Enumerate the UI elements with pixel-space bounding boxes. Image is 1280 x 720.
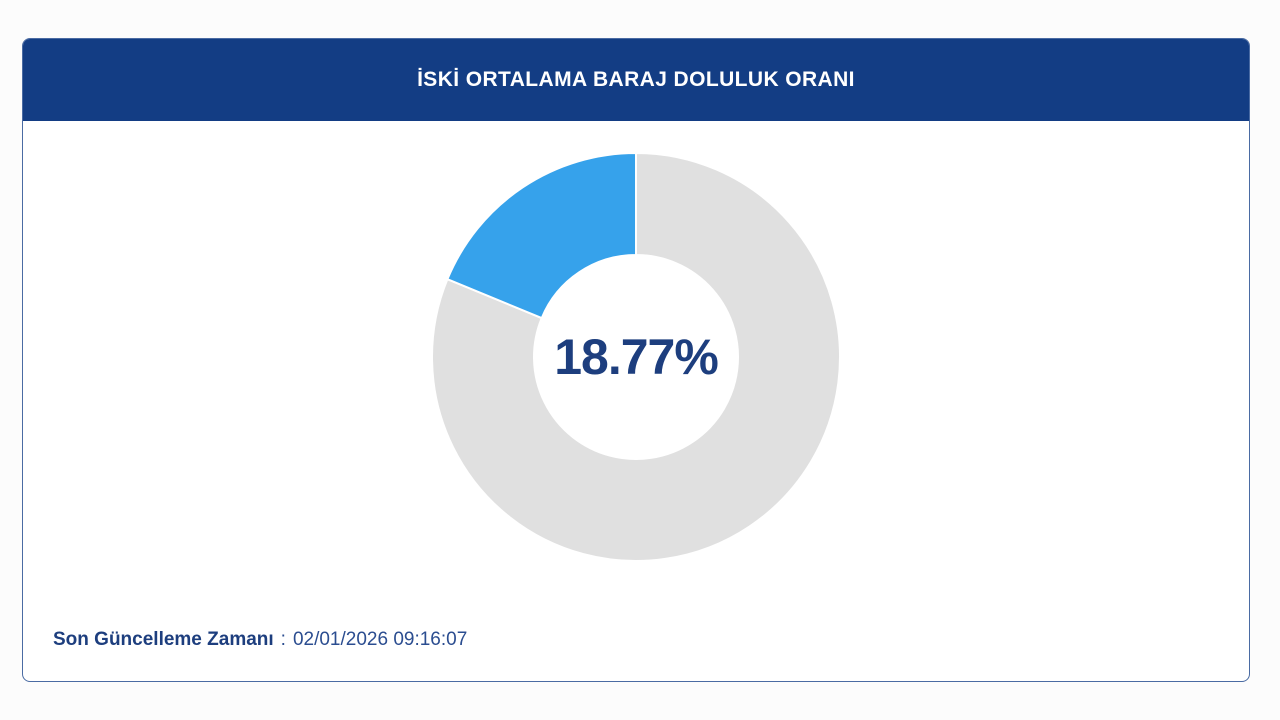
dam-fill-donut-chart: 18.77%: [430, 151, 842, 563]
last-update: Son Güncelleme Zamanı : 02/01/2026 09:16…: [53, 629, 467, 651]
donut-chart-svg: [431, 152, 841, 562]
card-header: İSKİ ORTALAMA BARAJ DOLULUK ORANI: [23, 39, 1249, 121]
last-update-label: Son Güncelleme Zamanı: [53, 629, 274, 650]
dam-fill-card: İSKİ ORTALAMA BARAJ DOLULUK ORANI 18.77%…: [22, 38, 1250, 682]
last-update-value: 02/01/2026 09:16:07: [292, 629, 468, 650]
page-title: İSKİ ORTALAMA BARAJ DOLULUK ORANI: [417, 68, 855, 91]
last-update-separator: :: [280, 629, 286, 650]
